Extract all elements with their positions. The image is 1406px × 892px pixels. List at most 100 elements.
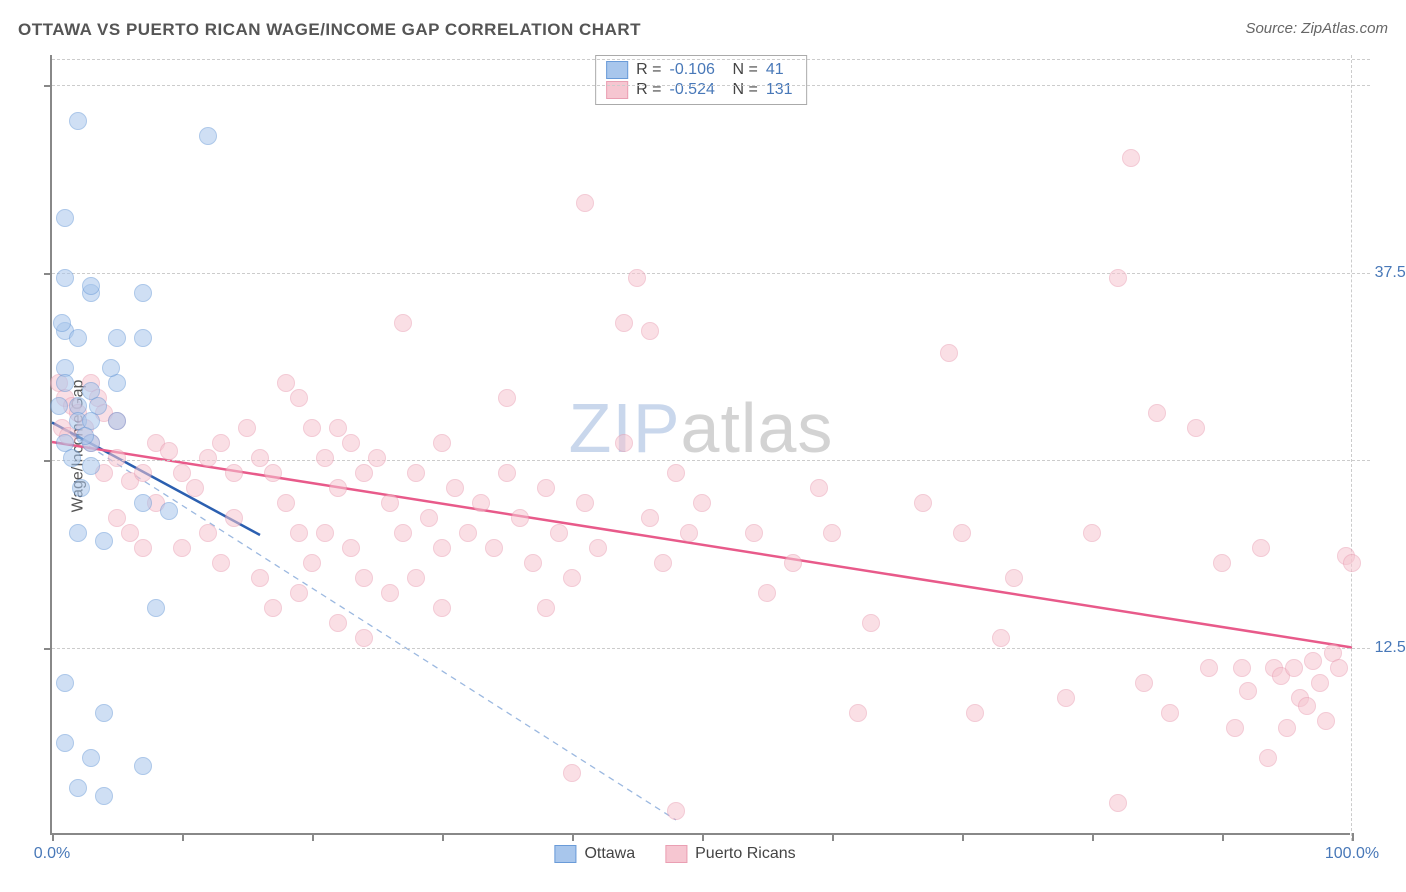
scatter-point-puerto_ricans [498, 464, 516, 482]
scatter-point-puerto_ricans [368, 449, 386, 467]
scatter-point-ottawa [56, 674, 74, 692]
scatter-point-puerto_ricans [1233, 659, 1251, 677]
ytick-label: 37.5% [1375, 264, 1406, 282]
ytick [44, 273, 52, 275]
scatter-point-puerto_ricans [1057, 689, 1075, 707]
scatter-point-puerto_ricans [108, 449, 126, 467]
legend-item: Ottawa [554, 845, 635, 863]
scatter-point-puerto_ricans [615, 314, 633, 332]
xtick [442, 833, 444, 841]
legend-swatch [665, 845, 687, 863]
scatter-point-ottawa [134, 329, 152, 347]
scatter-point-puerto_ricans [342, 434, 360, 452]
stat-R-value: -0.524 [670, 81, 725, 99]
series-legend: Ottawa Puerto Ricans [554, 845, 795, 863]
scatter-point-ottawa [69, 329, 87, 347]
watermark-zip: ZIP [569, 389, 681, 467]
scatter-point-puerto_ricans [225, 464, 243, 482]
scatter-point-puerto_ricans [290, 524, 308, 542]
scatter-point-puerto_ricans [199, 524, 217, 542]
scatter-point-puerto_ricans [537, 479, 555, 497]
scatter-point-puerto_ricans [1135, 674, 1153, 692]
stat-N-value: 131 [766, 81, 796, 99]
scatter-point-puerto_ricans [1200, 659, 1218, 677]
scatter-point-puerto_ricans [1226, 719, 1244, 737]
scatter-point-puerto_ricans [303, 419, 321, 437]
scatter-point-puerto_ricans [277, 494, 295, 512]
gridline-h [52, 460, 1370, 461]
ytick [44, 648, 52, 650]
scatter-point-puerto_ricans [992, 629, 1010, 647]
scatter-point-puerto_ricans [355, 629, 373, 647]
scatter-point-ottawa [147, 599, 165, 617]
scatter-point-puerto_ricans [498, 389, 516, 407]
scatter-point-puerto_ricans [680, 524, 698, 542]
scatter-point-puerto_ricans [628, 269, 646, 287]
scatter-point-ottawa [82, 457, 100, 475]
scatter-point-puerto_ricans [1259, 749, 1277, 767]
scatter-point-puerto_ricans [589, 539, 607, 557]
scatter-point-ottawa [69, 112, 87, 130]
stat-N-label: N = [733, 81, 758, 99]
scatter-point-puerto_ricans [186, 479, 204, 497]
ytick [44, 85, 52, 87]
scatter-point-ottawa [160, 502, 178, 520]
scatter-point-puerto_ricans [1083, 524, 1101, 542]
legend-swatch [554, 845, 576, 863]
scatter-point-ottawa [76, 427, 94, 445]
ytick-label: 12.5% [1375, 639, 1406, 657]
scatter-point-puerto_ricans [524, 554, 542, 572]
scatter-point-puerto_ricans [1161, 704, 1179, 722]
stat-N-value: 41 [766, 61, 796, 79]
watermark: ZIPatlas [569, 388, 834, 468]
scatter-point-puerto_ricans [472, 494, 490, 512]
scatter-point-ottawa [95, 704, 113, 722]
scatter-point-puerto_ricans [329, 419, 347, 437]
scatter-point-puerto_ricans [784, 554, 802, 572]
scatter-point-ottawa [63, 449, 81, 467]
scatter-point-ottawa [199, 127, 217, 145]
stat-R-value: -0.106 [670, 61, 725, 79]
chart-plot-area: ZIPatlas R =-0.106N =41R =-0.524N =131 O… [50, 55, 1350, 835]
scatter-point-ottawa [95, 532, 113, 550]
scatter-point-puerto_ricans [394, 524, 412, 542]
scatter-point-puerto_ricans [277, 374, 295, 392]
stat-R-label: R = [636, 81, 661, 99]
scatter-point-puerto_ricans [1330, 659, 1348, 677]
legend-label: Ottawa [584, 845, 635, 863]
scatter-point-puerto_ricans [862, 614, 880, 632]
scatter-point-puerto_ricans [576, 194, 594, 212]
scatter-point-puerto_ricans [381, 584, 399, 602]
legend-item: Puerto Ricans [665, 845, 796, 863]
scatter-point-puerto_ricans [407, 464, 425, 482]
scatter-point-puerto_ricans [433, 599, 451, 617]
trend-lines-layer [52, 55, 1350, 833]
scatter-point-puerto_ricans [537, 599, 555, 617]
scatter-point-puerto_ricans [329, 479, 347, 497]
scatter-point-puerto_ricans [1298, 697, 1316, 715]
scatter-point-puerto_ricans [1109, 269, 1127, 287]
scatter-point-puerto_ricans [134, 539, 152, 557]
scatter-point-puerto_ricans [1252, 539, 1270, 557]
gridline-v [1351, 55, 1352, 841]
scatter-point-puerto_ricans [1213, 554, 1231, 572]
scatter-point-puerto_ricans [329, 614, 347, 632]
scatter-point-puerto_ricans [1239, 682, 1257, 700]
scatter-point-puerto_ricans [420, 509, 438, 527]
scatter-point-puerto_ricans [849, 704, 867, 722]
scatter-point-puerto_ricans [823, 524, 841, 542]
scatter-point-puerto_ricans [316, 449, 334, 467]
scatter-point-ottawa [56, 269, 74, 287]
stat-N-label: N = [733, 61, 758, 79]
scatter-point-puerto_ricans [966, 704, 984, 722]
stat-legend-row: R = -0.524 N = 131 [606, 80, 796, 100]
scatter-point-puerto_ricans [914, 494, 932, 512]
scatter-point-puerto_ricans [433, 539, 451, 557]
xtick [52, 833, 54, 841]
xtick [1352, 833, 1354, 841]
xtick [182, 833, 184, 841]
scatter-point-ottawa [69, 524, 87, 542]
legend-swatch [606, 61, 628, 79]
scatter-point-puerto_ricans [303, 554, 321, 572]
scatter-point-puerto_ricans [316, 524, 334, 542]
